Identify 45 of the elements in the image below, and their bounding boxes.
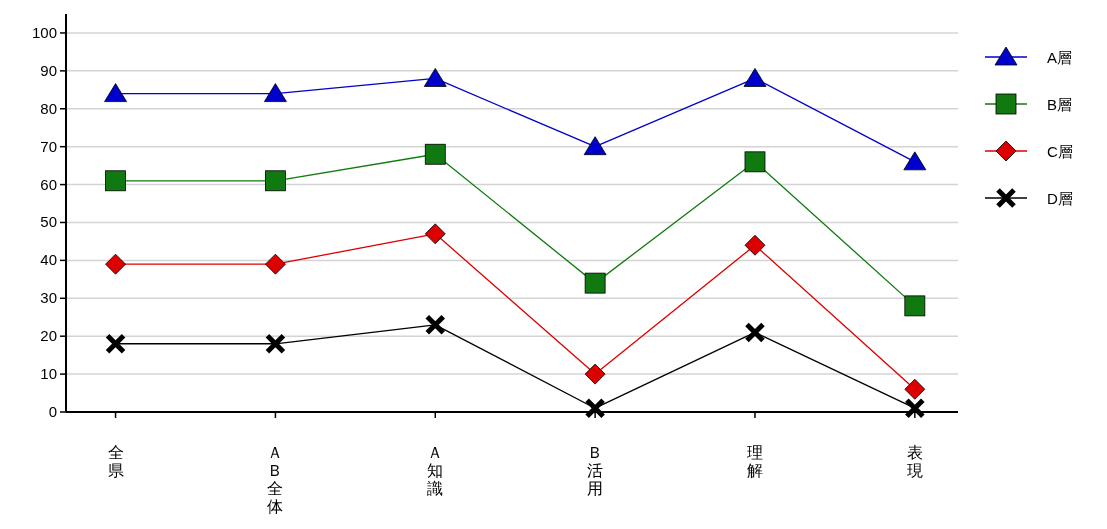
x-tick-label: 全県 xyxy=(107,444,124,479)
point xyxy=(904,295,926,317)
point xyxy=(265,253,286,275)
point xyxy=(105,170,126,192)
y-tick-label: 10 xyxy=(40,365,57,383)
y-tick-label: 50 xyxy=(40,213,57,231)
x-tick-label: ＡＢ全体 xyxy=(267,444,284,515)
x-tick-label: 表現 xyxy=(906,444,923,479)
point xyxy=(105,253,126,275)
point xyxy=(423,68,447,87)
legend-label: A層 xyxy=(1047,49,1073,66)
point xyxy=(105,333,127,355)
y-tick-label: 40 xyxy=(40,251,57,269)
legend-label: D層 xyxy=(1047,190,1073,207)
y-tick-label: 30 xyxy=(40,289,57,307)
y-tick-label: 0 xyxy=(48,403,57,420)
point xyxy=(744,234,766,256)
point xyxy=(424,143,446,165)
point xyxy=(265,170,286,192)
point xyxy=(264,333,286,355)
legend-label: C層 xyxy=(1047,143,1073,160)
x-tick-label: Ｂ活用 xyxy=(587,444,604,497)
point xyxy=(743,68,767,87)
point xyxy=(904,378,926,400)
y-tick-label: 90 xyxy=(40,61,57,79)
y-tick-label: 80 xyxy=(40,99,57,117)
point xyxy=(744,321,766,343)
point xyxy=(264,83,287,102)
y-tick-label: 20 xyxy=(40,327,57,345)
y-tick-label: 60 xyxy=(40,175,57,193)
y-tick-label: 100 xyxy=(31,23,57,41)
point xyxy=(904,397,926,419)
point xyxy=(584,397,606,419)
point xyxy=(903,151,927,171)
legend-label: B層 xyxy=(1047,96,1073,113)
y-tick-label: 70 xyxy=(40,137,57,155)
point xyxy=(104,83,127,102)
point xyxy=(424,223,446,245)
point xyxy=(744,151,766,173)
x-tick-label: Ａ知識 xyxy=(427,444,444,497)
point xyxy=(424,314,446,336)
point xyxy=(584,363,606,385)
point xyxy=(583,136,607,156)
point xyxy=(584,272,606,294)
x-tick-label: 理解 xyxy=(746,444,763,479)
